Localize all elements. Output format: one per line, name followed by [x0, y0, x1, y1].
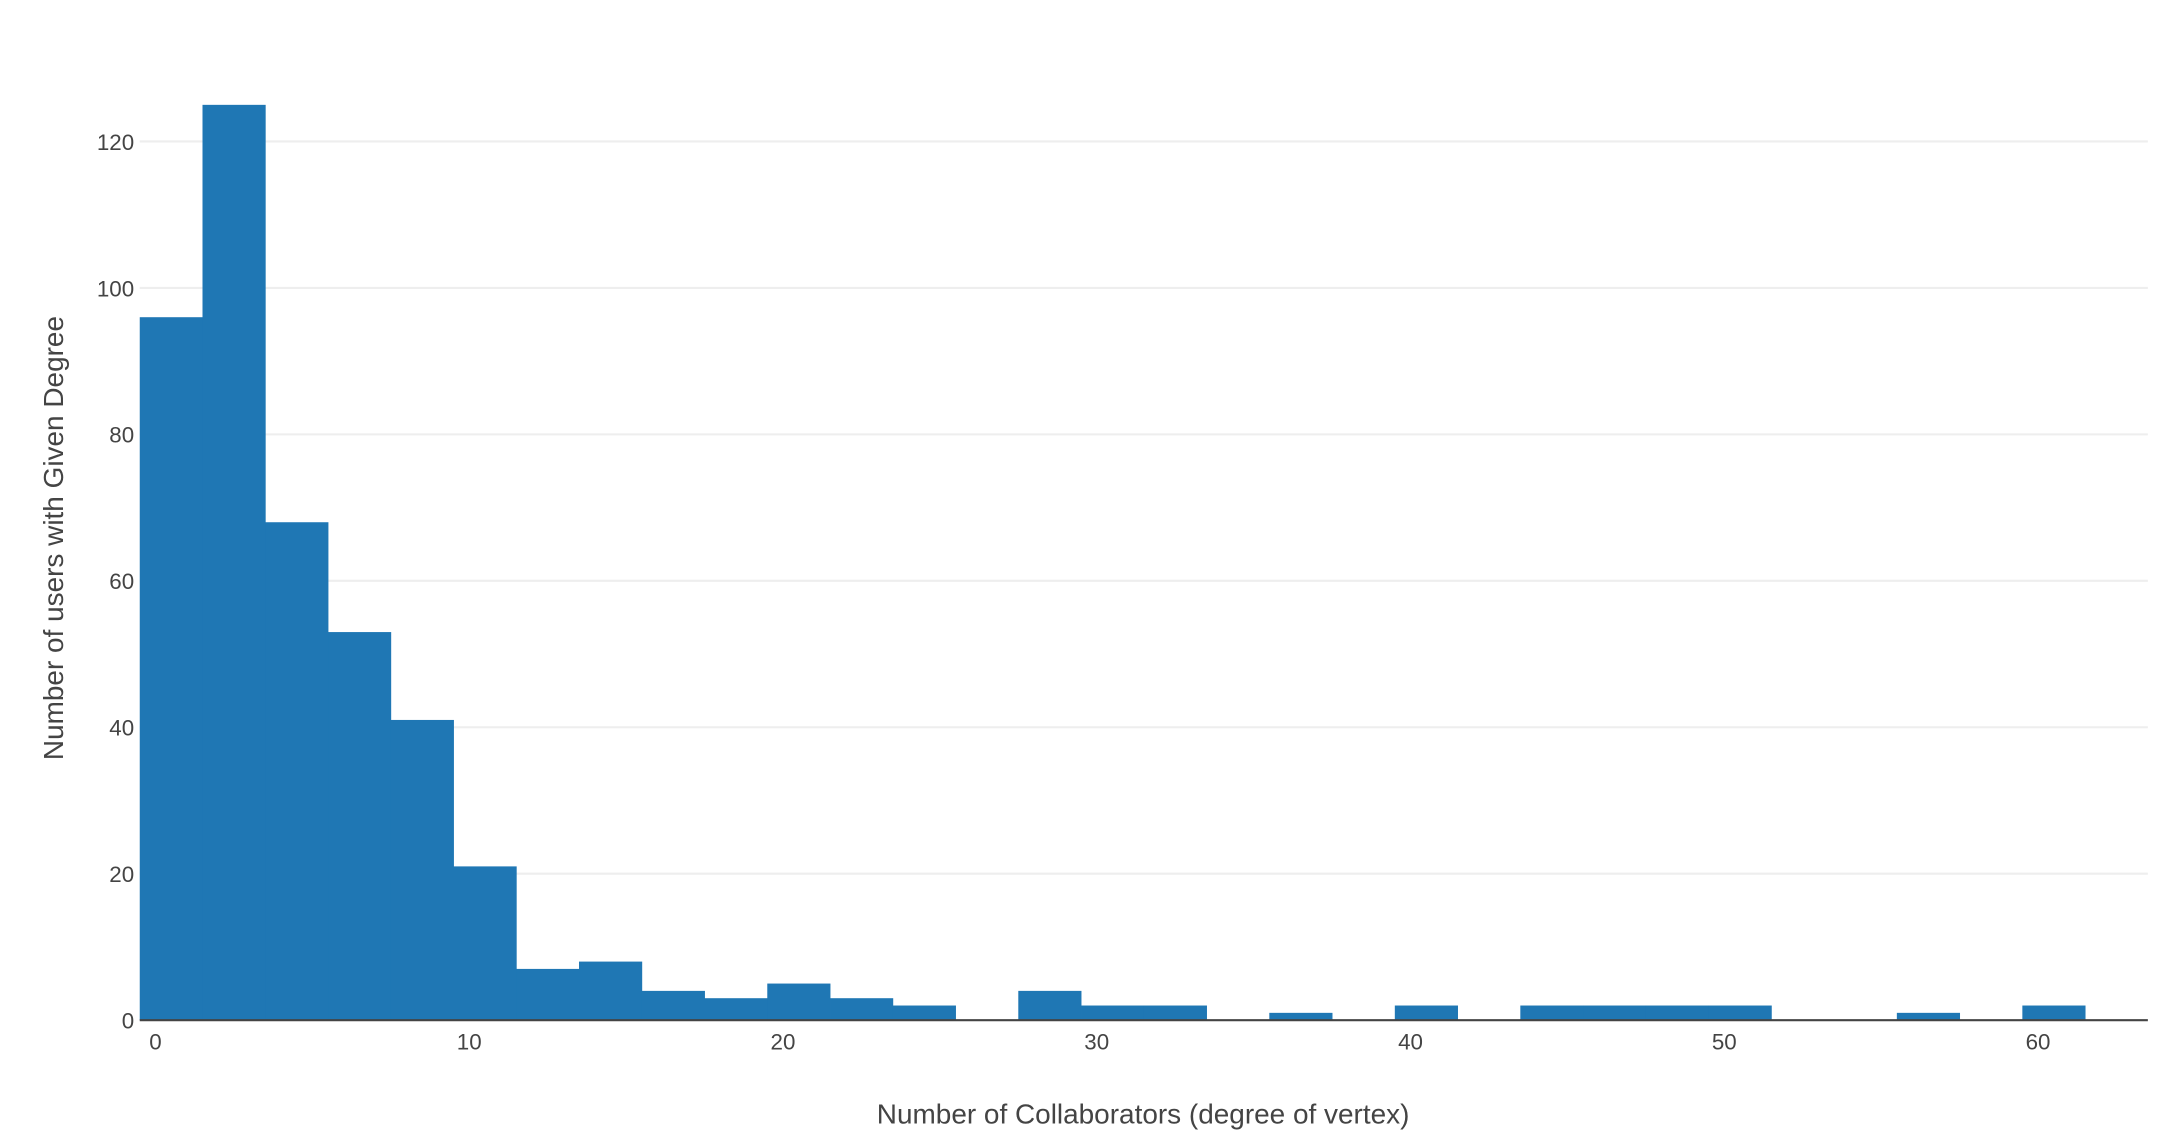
- bars: [139, 104, 2086, 1021]
- histogram-bar: [1018, 990, 1082, 1021]
- x-tick-label: 20: [771, 1030, 796, 1055]
- histogram-bar: [767, 983, 831, 1021]
- histogram-bar: [390, 719, 454, 1021]
- y-tick-label: 0: [122, 1009, 134, 1034]
- x-tick-label: 60: [2026, 1030, 2051, 1055]
- x-tick-label: 10: [457, 1030, 482, 1055]
- y-tick-labels: 0 20 40 60 80 100 120: [97, 130, 134, 1034]
- histogram-bar: [1269, 1012, 1333, 1021]
- histogram-bar: [1520, 1005, 1584, 1021]
- histogram-bar: [830, 998, 894, 1021]
- y-tick-label: 80: [109, 423, 134, 448]
- histogram-bar: [579, 961, 643, 1021]
- histogram-bar: [892, 1005, 956, 1021]
- y-tick-label: 120: [97, 130, 134, 155]
- x-tick-label: 30: [1084, 1030, 1109, 1055]
- y-tick-label: 100: [97, 276, 134, 301]
- x-axis-title: Number of Collaborators (degree of verte…: [877, 1099, 1410, 1130]
- histogram-bar: [1708, 1005, 1772, 1021]
- x-tick-labels: 0 10 20 30 40 50 60: [149, 1030, 2050, 1055]
- histogram-bar: [1143, 1005, 1207, 1021]
- histogram-bar: [139, 317, 203, 1021]
- histogram-bar: [265, 522, 329, 1021]
- histogram-bar: [328, 632, 392, 1021]
- histogram-bar: [704, 998, 768, 1021]
- x-tick-label: 50: [1712, 1030, 1737, 1055]
- y-tick-label: 60: [109, 569, 134, 594]
- gridlines: [139, 140, 2148, 875]
- histogram-bar: [641, 990, 705, 1021]
- y-tick-label: 40: [109, 716, 134, 741]
- histogram-bar: [1583, 1005, 1647, 1021]
- x-tick-label: 0: [149, 1030, 161, 1055]
- y-tick-label: 20: [109, 862, 134, 887]
- histogram-bar: [453, 866, 517, 1021]
- histogram-bar: [2022, 1005, 2086, 1021]
- histogram-bar: [1394, 1005, 1458, 1021]
- histogram-bar: [1645, 1005, 1710, 1021]
- y-axis-title: Number of users with Given Degree: [38, 316, 69, 760]
- histogram-bar: [1896, 1012, 1961, 1021]
- histogram-bar: [1081, 1005, 1145, 1021]
- histogram-bar: [516, 968, 580, 1021]
- histogram-bar: [202, 104, 266, 1021]
- x-tick-label: 40: [1398, 1030, 1423, 1055]
